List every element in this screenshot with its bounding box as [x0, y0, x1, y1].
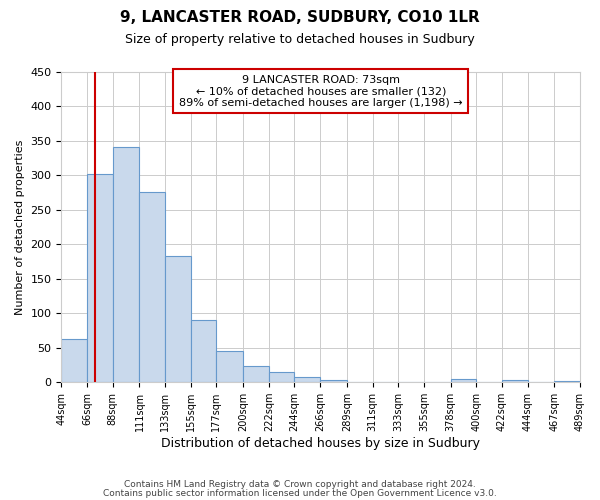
Bar: [451, 379, 476, 382]
Bar: [554, 381, 580, 382]
Text: 9 LANCASTER ROAD: 73sqm
← 10% of detached houses are smaller (132)
89% of semi-d: 9 LANCASTER ROAD: 73sqm ← 10% of detache…: [179, 74, 463, 108]
Bar: [191, 320, 217, 382]
Bar: [139, 192, 165, 382]
Bar: [269, 372, 295, 382]
Bar: [87, 174, 113, 382]
Bar: [61, 340, 87, 382]
X-axis label: Distribution of detached houses by size in Sudbury: Distribution of detached houses by size …: [161, 437, 480, 450]
Y-axis label: Number of detached properties: Number of detached properties: [15, 139, 25, 314]
Bar: [243, 366, 269, 382]
Text: Size of property relative to detached houses in Sudbury: Size of property relative to detached ho…: [125, 32, 475, 46]
Bar: [217, 351, 243, 382]
Bar: [165, 256, 191, 382]
Bar: [502, 380, 527, 382]
Text: 9, LANCASTER ROAD, SUDBURY, CO10 1LR: 9, LANCASTER ROAD, SUDBURY, CO10 1LR: [120, 10, 480, 25]
Text: Contains HM Land Registry data © Crown copyright and database right 2024.: Contains HM Land Registry data © Crown c…: [124, 480, 476, 489]
Text: Contains public sector information licensed under the Open Government Licence v3: Contains public sector information licen…: [103, 489, 497, 498]
Bar: [295, 376, 320, 382]
Bar: [113, 148, 139, 382]
Bar: [320, 380, 347, 382]
